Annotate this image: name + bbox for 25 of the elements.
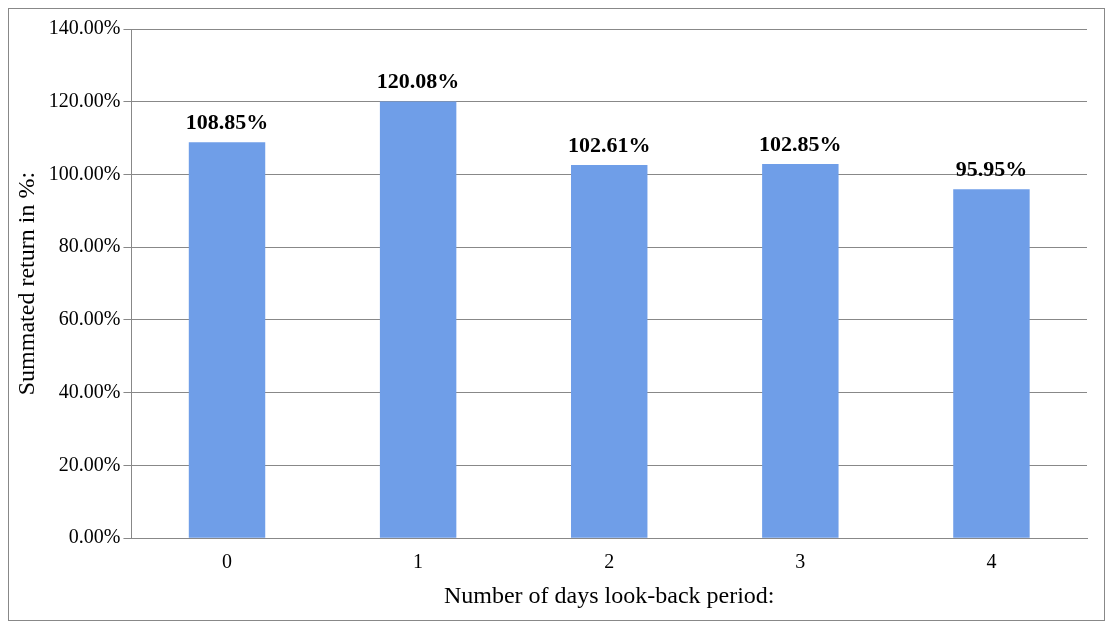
bar [188, 142, 266, 538]
y-tick-label: 40.00% [58, 379, 121, 402]
bar [762, 164, 839, 538]
data-label: 108.85% [185, 108, 269, 134]
x-axis-title: Number of days look-back period: [443, 581, 775, 608]
data-label: 95.95% [955, 155, 1028, 181]
data-label: 102.85% [759, 130, 842, 156]
y-tick-label: 60.00% [58, 307, 121, 330]
y-tick-label: 0.00% [68, 525, 121, 548]
x-tick-label: 2 [604, 550, 615, 573]
x-tick-label: 0 [222, 550, 233, 573]
x-tick-label: 3 [795, 550, 806, 573]
y-tick-label: 140.00% [48, 16, 121, 39]
y-axis-title: Summated return in %: [12, 171, 39, 396]
bar [571, 164, 648, 538]
data-label: 120.08% [376, 68, 460, 94]
bar [953, 189, 1030, 538]
y-tick-label: 80.00% [58, 234, 121, 257]
x-tick-label: 1 [413, 550, 424, 573]
data-label: 102.61% [567, 131, 651, 157]
x-tick-label: 4 [986, 550, 997, 573]
y-tick-label: 120.00% [48, 88, 121, 111]
y-tick-label: 100.00% [48, 161, 121, 184]
bar [379, 101, 457, 538]
y-tick-label: 20.00% [58, 452, 121, 475]
